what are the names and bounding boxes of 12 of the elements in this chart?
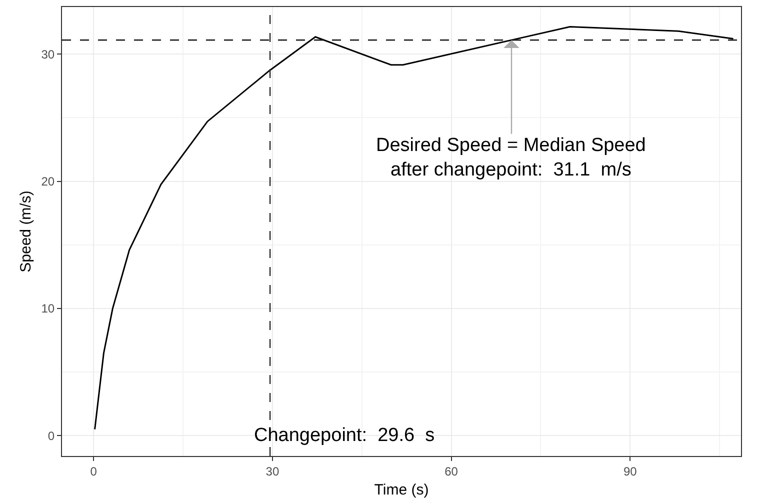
x-tick-label: 60: [444, 464, 458, 478]
y-tick-label: 10: [41, 302, 55, 316]
annotation: Desired Speed = Median Speed after changepoint: 31.1 m/s: [376, 135, 646, 181]
ref-line-label: Changepoint: 29.6 s: [254, 425, 435, 446]
x-axis-title: Time (s): [374, 481, 429, 498]
y-axis-title: Speed (m/s): [17, 190, 34, 272]
y-tick-label: 20: [41, 174, 55, 188]
y-tick-label: 0: [48, 428, 55, 443]
y-tick-label: 30: [41, 47, 55, 62]
x-tick-label: 90: [623, 464, 638, 478]
x-tick-label: 30: [266, 464, 280, 478]
x-tick-label: 0: [90, 464, 98, 478]
